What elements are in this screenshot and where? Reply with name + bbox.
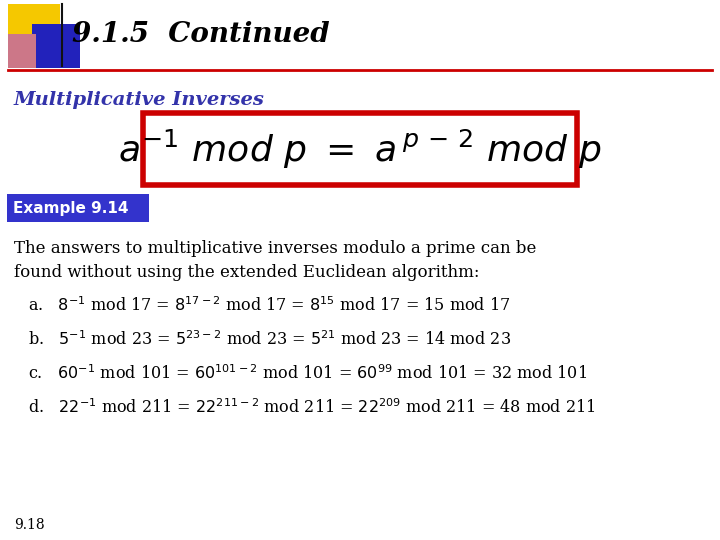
FancyBboxPatch shape [7,194,149,222]
Text: Multiplicative Inverses: Multiplicative Inverses [14,91,265,109]
Bar [32,24,80,68]
Text: Example 9.14: Example 9.14 [13,200,128,215]
Bar [8,4,60,52]
Text: c.   $60^{-1}$ mod 101 = $60^{101-2}$ mod 101 = $60^{99}$ mod 101 = 32 mod 101: c. $60^{-1}$ mod 101 = $60^{101-2}$ mod … [28,364,588,383]
Text: d.   $22^{-1}$ mod 211 = $22^{211-2}$ mod 211 = $22^{209}$ mod 211 = 48 mod 211: d. $22^{-1}$ mod 211 = $22^{211-2}$ mod … [28,399,595,417]
FancyBboxPatch shape [143,113,577,185]
Text: a.   $8^{-1}$ mod 17 = $8^{17-2}$ mod 17 = $8^{15}$ mod 17 = 15 mod 17: a. $8^{-1}$ mod 17 = $8^{17-2}$ mod 17 =… [28,296,510,315]
Text: 9.18: 9.18 [14,518,45,532]
Text: 9.1.5  Continued: 9.1.5 Continued [72,21,330,48]
Text: $\mathit{a}^{-1}\ \mathit{mod}\ \mathit{p}\ =\ \mathit{a}^{\,p\,-\,2}\ \mathit{m: $\mathit{a}^{-1}\ \mathit{mod}\ \mathit{… [118,127,602,171]
Text: b.   $5^{-1}$ mod 23 = $5^{23-2}$ mod 23 = $5^{21}$ mod 23 = 14 mod 23: b. $5^{-1}$ mod 23 = $5^{23-2}$ mod 23 =… [28,330,511,349]
Text: The answers to multiplicative inverses modulo a prime can be
found without using: The answers to multiplicative inverses m… [14,240,536,281]
Bar [8,34,36,68]
